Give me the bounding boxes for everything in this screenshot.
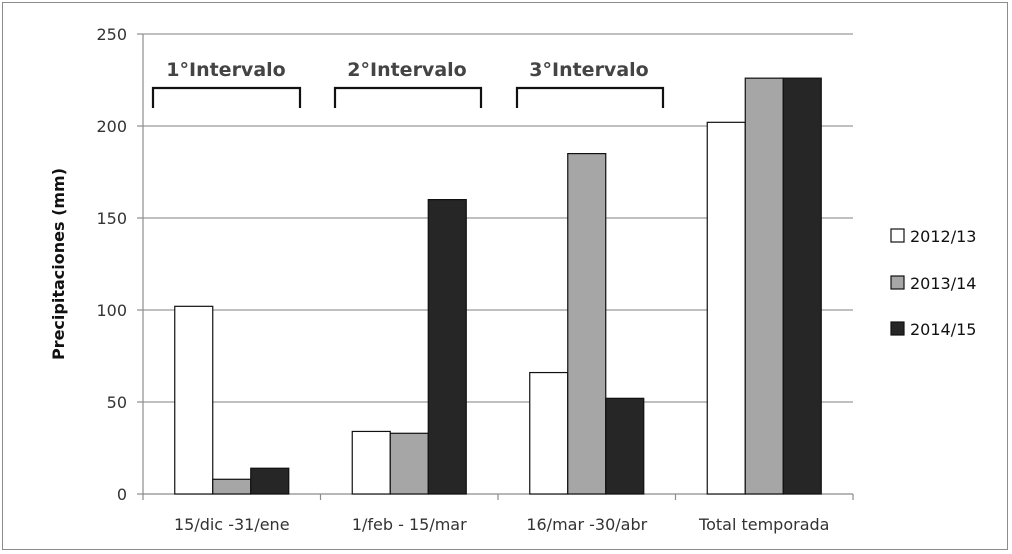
x-tick-label: 15/dic -31/ene (174, 515, 290, 534)
x-tick-label: 1/feb - 15/mar (352, 515, 467, 534)
bars (174, 77, 822, 495)
bar-2012-13-3 (706, 121, 746, 495)
bar-2013-14-3 (744, 77, 784, 495)
y-tick-labels: 0 50 100 150 200 250 (96, 25, 127, 504)
interval-label-1: 1°Intervalo (166, 59, 285, 81)
legend-label-2012-13: 2012/13 (910, 227, 976, 246)
legend-label-2013-14: 2013/14 (910, 274, 976, 293)
interval-bracket-1 (151, 86, 302, 108)
x-tick-label: 16/mar -30/abr (526, 515, 647, 534)
bar-2012-13-2 (529, 371, 569, 495)
y-axis-label: Precipitaciones (mm) (49, 168, 68, 360)
y-tick-label: 200 (96, 117, 127, 136)
legend-swatch-2012-13 (890, 228, 905, 243)
bar-2012-13-0 (174, 305, 214, 495)
y-tick-label: 250 (96, 25, 127, 44)
interval-bracket-2 (333, 86, 483, 108)
bar-2014-15-2 (605, 397, 645, 495)
legend-swatch-2014-15 (890, 321, 905, 336)
y-tick-label: 100 (96, 301, 127, 320)
y-tick-label: 150 (96, 209, 127, 228)
interval-annotations: 1°Intervalo 2°Intervalo 3°Intervalo (151, 59, 665, 108)
bar-2014-15-1 (427, 199, 467, 495)
bar-2014-15-3 (782, 77, 822, 495)
bar-2014-15-0 (250, 467, 290, 495)
interval-label-3: 3°Intervalo (529, 59, 648, 81)
interval-bracket-3 (515, 86, 665, 108)
bar-2013-14-0 (212, 478, 252, 495)
x-tick-labels: 15/dic -31/ene 1/feb - 15/mar 16/mar -30/a… (174, 515, 830, 534)
bar-2013-14-1 (389, 432, 429, 495)
bar-2012-13-1 (351, 430, 391, 495)
legend: 2012/13 2013/14 2014/15 (890, 227, 976, 339)
legend-label-2014-15: 2014/15 (910, 320, 976, 339)
y-tick-label: 50 (107, 393, 127, 412)
legend-swatch-2013-14 (890, 275, 905, 290)
bar-2013-14-2 (567, 153, 607, 495)
interval-label-2: 2°Intervalo (347, 59, 466, 81)
x-tick-label: Total temporada (698, 515, 829, 534)
y-tick-label: 0 (117, 485, 127, 504)
